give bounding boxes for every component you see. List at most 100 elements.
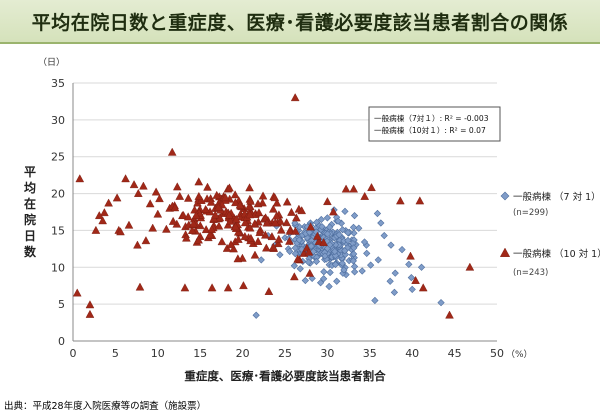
data-point-7to1	[291, 244, 299, 252]
data-point-10to1	[305, 268, 315, 277]
data-point-10to1	[396, 196, 405, 205]
scatter-chart: 0 5 10 15 20 25 30 35 0 5 10 15 20 25 30 35 40 45 50 （日） （%…	[24, 57, 600, 383]
data-point-10to1	[223, 283, 233, 292]
data-point-7to1	[305, 228, 314, 236]
data-point-10to1	[190, 205, 199, 214]
data-point-10to1	[250, 219, 260, 228]
data-point-10to1	[194, 191, 204, 200]
data-point-10to1	[291, 226, 300, 235]
data-point-10to1	[214, 202, 223, 211]
data-point-7to1	[338, 226, 347, 234]
data-point-10to1	[246, 196, 255, 205]
data-point-10to1	[189, 219, 198, 228]
data-point-10to1	[121, 174, 130, 183]
x-tick-label: 25	[278, 347, 292, 360]
x-unit-label: （%）	[506, 349, 533, 360]
x-tick-label: 5	[112, 347, 119, 360]
data-point-10to1	[406, 251, 415, 260]
data-point-10to1	[184, 193, 193, 202]
y-axis-label: 平均在院日数	[24, 165, 37, 259]
data-point-7to1	[398, 245, 406, 254]
data-point-10to1	[194, 235, 203, 244]
data-point-7to1	[417, 263, 426, 271]
y-tick-label: 15	[51, 224, 65, 237]
data-point-10to1	[94, 211, 104, 220]
data-point-7to1	[350, 212, 359, 220]
data-point-10to1	[282, 218, 291, 227]
x-tick-label: 30	[320, 347, 334, 360]
x-tick-label: 10	[151, 347, 165, 360]
legend-n-10to1: (n=243)	[513, 268, 548, 278]
data-point-10to1	[145, 199, 155, 208]
data-point-10to1	[258, 191, 268, 200]
data-point-7to1	[371, 296, 379, 305]
data-point-10to1	[231, 222, 240, 231]
data-point-10to1	[292, 213, 301, 222]
axes	[72, 83, 497, 342]
data-point-7to1	[307, 242, 315, 250]
data-point-10to1	[203, 182, 212, 191]
data-point-7to1	[374, 256, 382, 264]
data-point-7to1	[334, 217, 342, 225]
data-point-10to1	[170, 203, 180, 212]
data-point-10to1	[329, 207, 338, 216]
data-point-10to1	[231, 214, 241, 223]
data-point-10to1	[225, 183, 234, 192]
data-point-10to1	[112, 193, 122, 202]
data-point-7to1	[341, 207, 349, 215]
data-point-7to1	[341, 247, 349, 255]
data-point-7to1	[276, 251, 284, 259]
data-point-10to1	[244, 202, 254, 211]
data-point-7to1	[350, 250, 358, 258]
data-point-10to1	[133, 240, 142, 249]
data-point-10to1	[465, 262, 475, 271]
data-point-10to1	[180, 283, 190, 292]
data-point-7to1	[391, 269, 399, 277]
data-point-10to1	[194, 177, 204, 186]
data-point-7to1	[390, 288, 399, 296]
data-point-10to1	[175, 191, 185, 200]
data-point-10to1	[290, 93, 300, 102]
data-point-7to1	[304, 258, 313, 266]
r2-box: 一般病棟（7対１）: R² = -0.003 一般病棟（10対１）: R² = 0…	[368, 106, 501, 142]
data-point-10to1	[272, 211, 281, 220]
data-point-10to1	[273, 239, 283, 248]
x-axis-label: 重症度、医療･看護必要度該当患者割合	[184, 369, 386, 383]
data-point-7to1	[312, 257, 321, 266]
r2-box-frame	[368, 106, 501, 142]
data-point-10to1	[191, 210, 201, 219]
data-point-7to1	[321, 252, 329, 260]
data-point-10to1	[104, 198, 113, 207]
data-point-10to1	[341, 184, 351, 193]
data-point-10to1	[418, 283, 428, 292]
data-point-10to1	[313, 231, 322, 240]
data-point-10to1	[141, 236, 151, 245]
data-point-10to1	[319, 238, 328, 247]
data-point-10to1	[201, 204, 210, 213]
data-point-7to1	[407, 273, 415, 282]
data-point-7to1	[380, 231, 388, 240]
data-point-7to1	[331, 247, 339, 256]
data-point-7to1	[301, 276, 309, 285]
data-point-10to1	[411, 275, 420, 284]
data-point-7to1	[340, 266, 348, 274]
data-point-10to1	[196, 195, 206, 204]
data-point-7to1	[358, 267, 366, 275]
x-tick-label: 50	[490, 347, 504, 360]
data-point-10to1	[271, 218, 280, 227]
data-point-10to1	[255, 228, 265, 236]
data-point-7to1	[286, 247, 294, 256]
data-point-7to1	[387, 241, 395, 249]
data-point-10to1	[133, 188, 143, 197]
data-point-10to1	[264, 286, 274, 295]
data-point-10to1	[214, 221, 224, 230]
data-point-7to1	[377, 219, 385, 227]
y-tick-label: 0	[58, 335, 65, 348]
data-point-10to1	[276, 225, 286, 234]
data-point-10to1	[270, 193, 280, 202]
data-point-10to1	[240, 232, 250, 240]
data-point-7to1	[349, 257, 357, 265]
data-point-10to1	[85, 300, 95, 309]
legend-marker-7to1	[500, 191, 510, 201]
data-point-7to1	[408, 285, 416, 294]
